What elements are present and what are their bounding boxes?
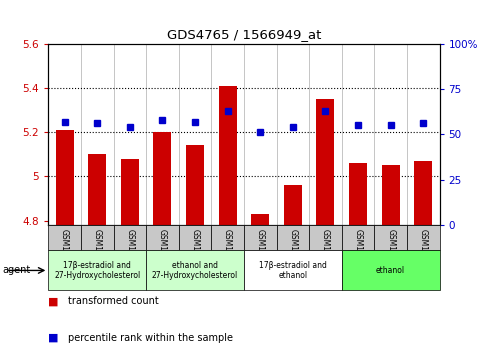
Bar	[251, 214, 269, 225]
Text: GSM1141236: GSM1141236	[93, 229, 102, 280]
Title: GDS4765 / 1566949_at: GDS4765 / 1566949_at	[167, 28, 321, 41]
FancyBboxPatch shape	[212, 225, 244, 250]
Bar	[154, 132, 171, 225]
Text: GSM1141239: GSM1141239	[190, 229, 199, 280]
FancyBboxPatch shape	[342, 225, 374, 250]
Text: GSM1141244: GSM1141244	[354, 229, 363, 280]
Bar	[219, 86, 237, 225]
Bar	[284, 185, 302, 225]
FancyBboxPatch shape	[244, 225, 276, 250]
Bar	[382, 165, 399, 225]
Bar	[414, 161, 432, 225]
Text: GSM1141237: GSM1141237	[125, 229, 134, 280]
FancyBboxPatch shape	[407, 225, 440, 250]
Text: GSM1141245: GSM1141245	[386, 229, 395, 280]
Text: GSM1141242: GSM1141242	[288, 229, 298, 280]
FancyBboxPatch shape	[48, 225, 81, 250]
FancyBboxPatch shape	[342, 250, 440, 290]
Bar	[121, 159, 139, 225]
FancyBboxPatch shape	[244, 250, 342, 290]
Text: GSM1141243: GSM1141243	[321, 229, 330, 280]
Text: GSM1141241: GSM1141241	[256, 229, 265, 280]
FancyBboxPatch shape	[276, 225, 309, 250]
FancyBboxPatch shape	[309, 225, 342, 250]
Bar	[349, 163, 367, 225]
Text: 17β-estradiol and
ethanol: 17β-estradiol and ethanol	[259, 261, 327, 280]
Text: agent: agent	[2, 265, 30, 276]
Text: GSM1141240: GSM1141240	[223, 229, 232, 280]
Bar	[88, 154, 106, 225]
FancyBboxPatch shape	[374, 225, 407, 250]
FancyBboxPatch shape	[146, 250, 244, 290]
Bar	[316, 99, 334, 225]
Text: ■: ■	[48, 333, 59, 343]
Text: 17β-estradiol and
27-Hydroxycholesterol: 17β-estradiol and 27-Hydroxycholesterol	[54, 261, 141, 280]
FancyBboxPatch shape	[114, 225, 146, 250]
Bar	[56, 130, 73, 225]
Text: GSM1141246: GSM1141246	[419, 229, 428, 280]
Text: GSM1141235: GSM1141235	[60, 229, 69, 280]
FancyBboxPatch shape	[48, 250, 146, 290]
FancyBboxPatch shape	[146, 225, 179, 250]
FancyBboxPatch shape	[179, 225, 212, 250]
FancyBboxPatch shape	[81, 225, 114, 250]
Text: ethanol: ethanol	[376, 266, 405, 275]
Bar	[186, 145, 204, 225]
Text: ethanol and
27-Hydroxycholesterol: ethanol and 27-Hydroxycholesterol	[152, 261, 238, 280]
Text: ■: ■	[48, 296, 59, 306]
Text: GSM1141238: GSM1141238	[158, 229, 167, 280]
Text: transformed count: transformed count	[68, 296, 158, 306]
Text: percentile rank within the sample: percentile rank within the sample	[68, 333, 233, 343]
